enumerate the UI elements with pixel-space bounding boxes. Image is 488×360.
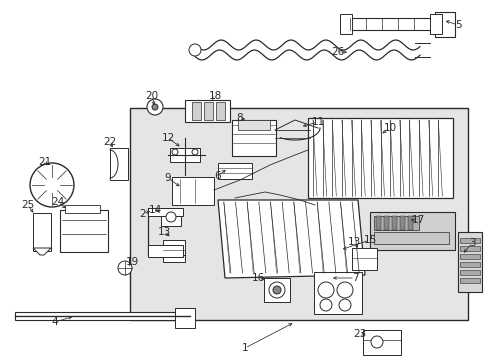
Bar xyxy=(307,118,452,198)
Bar xyxy=(33,213,51,251)
Bar xyxy=(383,216,388,230)
Bar xyxy=(375,216,380,230)
Bar xyxy=(184,100,229,122)
Text: 2: 2 xyxy=(140,209,146,219)
Bar xyxy=(373,216,418,230)
Text: 17: 17 xyxy=(410,215,424,225)
Bar xyxy=(192,102,201,120)
Text: 7: 7 xyxy=(351,273,358,283)
Bar xyxy=(172,177,214,205)
Bar xyxy=(339,14,351,34)
Text: 14: 14 xyxy=(148,205,162,215)
Bar xyxy=(459,246,479,251)
Bar xyxy=(216,102,224,120)
Bar xyxy=(373,232,448,244)
Bar xyxy=(264,278,289,302)
Text: 3: 3 xyxy=(468,238,474,248)
Circle shape xyxy=(319,299,331,311)
Bar xyxy=(203,102,213,120)
Bar xyxy=(351,248,376,270)
Bar xyxy=(457,232,481,292)
Circle shape xyxy=(272,286,281,294)
Circle shape xyxy=(147,99,163,115)
Text: 23: 23 xyxy=(353,329,366,339)
Text: 15: 15 xyxy=(363,235,376,245)
Bar xyxy=(65,205,100,213)
Bar xyxy=(459,238,479,243)
Bar xyxy=(313,272,361,314)
Text: 13: 13 xyxy=(157,227,170,237)
Bar xyxy=(362,330,400,355)
Bar xyxy=(148,245,183,257)
Circle shape xyxy=(172,149,178,155)
Text: 10: 10 xyxy=(383,123,396,133)
Circle shape xyxy=(336,282,352,298)
Bar xyxy=(161,208,181,226)
Bar xyxy=(60,210,108,252)
Text: 1: 1 xyxy=(241,343,248,353)
Text: 4: 4 xyxy=(52,317,58,327)
Bar xyxy=(459,262,479,267)
Text: 11: 11 xyxy=(311,117,324,127)
Bar xyxy=(391,216,396,230)
Text: 25: 25 xyxy=(21,200,35,210)
Bar xyxy=(231,120,275,156)
Bar xyxy=(238,120,269,130)
Bar xyxy=(345,18,439,30)
Text: 26: 26 xyxy=(331,47,344,57)
Text: 8: 8 xyxy=(236,113,243,123)
Bar xyxy=(459,278,479,283)
Bar xyxy=(175,308,195,328)
Text: 24: 24 xyxy=(51,197,64,207)
Polygon shape xyxy=(33,248,51,255)
Bar xyxy=(130,108,467,320)
Text: 12: 12 xyxy=(161,133,174,143)
Circle shape xyxy=(338,299,350,311)
Circle shape xyxy=(317,282,333,298)
Bar xyxy=(459,270,479,275)
Circle shape xyxy=(189,44,201,56)
Text: 21: 21 xyxy=(38,157,52,167)
Text: 18: 18 xyxy=(208,91,221,101)
Bar xyxy=(148,208,183,216)
Text: 6: 6 xyxy=(214,171,221,181)
Bar xyxy=(110,148,128,180)
Circle shape xyxy=(30,163,74,207)
Bar xyxy=(218,163,251,179)
Circle shape xyxy=(152,104,158,110)
Bar xyxy=(429,14,441,34)
Text: 5: 5 xyxy=(454,20,460,30)
Bar xyxy=(170,148,200,162)
Bar xyxy=(399,216,404,230)
Bar xyxy=(459,254,479,259)
Text: 16: 16 xyxy=(251,273,264,283)
Bar xyxy=(407,216,412,230)
Text: 13: 13 xyxy=(346,237,360,247)
Circle shape xyxy=(370,336,382,348)
Circle shape xyxy=(192,149,198,155)
Circle shape xyxy=(268,282,285,298)
Text: 20: 20 xyxy=(145,91,158,101)
Bar xyxy=(163,240,184,262)
Text: 22: 22 xyxy=(103,137,116,147)
Bar xyxy=(434,12,454,37)
Polygon shape xyxy=(218,200,364,278)
Circle shape xyxy=(165,212,176,222)
Text: 19: 19 xyxy=(125,257,138,267)
Bar xyxy=(15,312,190,320)
Bar xyxy=(369,212,454,250)
Circle shape xyxy=(118,261,132,275)
Text: 9: 9 xyxy=(164,173,171,183)
